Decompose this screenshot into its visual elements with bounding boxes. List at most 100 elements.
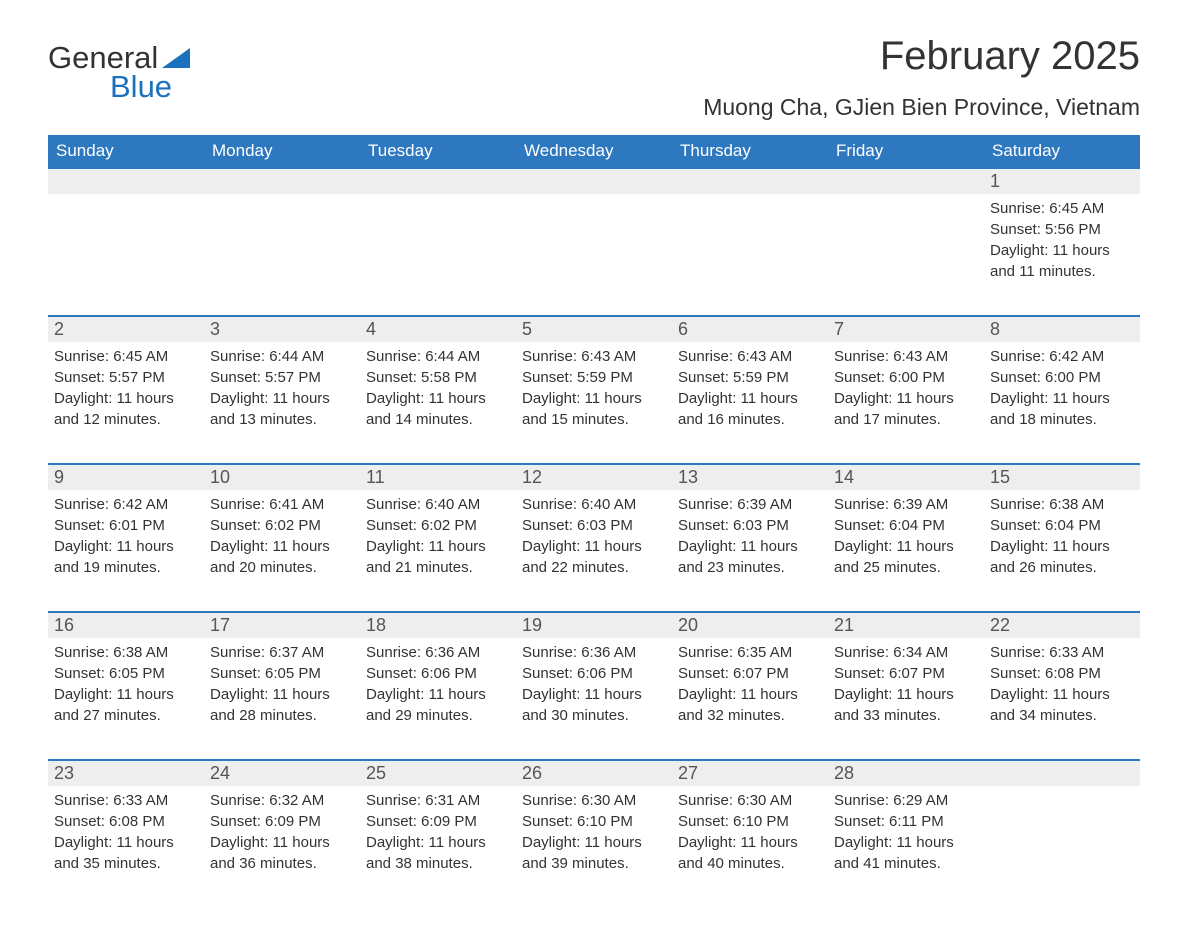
day-number-cell: 5 <box>516 316 672 342</box>
day-detail-line: Daylight: 11 hours <box>834 388 978 409</box>
day-detail-line: Sunrise: 6:37 AM <box>210 642 354 663</box>
calendar-daynum-row: 2345678 <box>48 316 1140 342</box>
empty-daynum-cell <box>48 168 204 194</box>
day-detail-line: and 32 minutes. <box>678 705 822 726</box>
day-number-cell: 16 <box>48 612 204 638</box>
day-details-cell: Sunrise: 6:43 AMSunset: 5:59 PMDaylight:… <box>516 342 672 450</box>
day-detail-line: Daylight: 11 hours <box>522 388 666 409</box>
day-detail-line: Daylight: 11 hours <box>990 240 1134 261</box>
day-detail-line: and 12 minutes. <box>54 409 198 430</box>
day-details-cell: Sunrise: 6:32 AMSunset: 6:09 PMDaylight:… <box>204 786 360 894</box>
day-number-cell: 2 <box>48 316 204 342</box>
calendar-daynum-row: 16171819202122 <box>48 612 1140 638</box>
day-number-cell: 7 <box>828 316 984 342</box>
day-detail-line: and 21 minutes. <box>366 557 510 578</box>
empty-daynum-cell <box>984 760 1140 786</box>
day-detail-line: Sunrise: 6:35 AM <box>678 642 822 663</box>
day-number-cell: 25 <box>360 760 516 786</box>
day-detail-line: Sunset: 5:56 PM <box>990 219 1134 240</box>
day-detail-line: Sunset: 5:59 PM <box>522 367 666 388</box>
day-details-cell: Sunrise: 6:42 AMSunset: 6:00 PMDaylight:… <box>984 342 1140 450</box>
page-subtitle: Muong Cha, GJien Bien Province, Vietnam <box>703 94 1140 121</box>
day-detail-line: and 22 minutes. <box>522 557 666 578</box>
day-detail-line: Sunset: 5:58 PM <box>366 367 510 388</box>
day-detail-line: Sunrise: 6:41 AM <box>210 494 354 515</box>
day-detail-line: Sunset: 6:06 PM <box>366 663 510 684</box>
day-number-cell: 14 <box>828 464 984 490</box>
day-detail-line: Sunset: 5:57 PM <box>210 367 354 388</box>
day-detail-line: Sunset: 6:08 PM <box>54 811 198 832</box>
day-detail-line: Daylight: 11 hours <box>54 832 198 853</box>
day-number-cell: 17 <box>204 612 360 638</box>
day-details-cell: Sunrise: 6:37 AMSunset: 6:05 PMDaylight:… <box>204 638 360 746</box>
day-details-cell: Sunrise: 6:33 AMSunset: 6:08 PMDaylight:… <box>48 786 204 894</box>
day-details-cell: Sunrise: 6:31 AMSunset: 6:09 PMDaylight:… <box>360 786 516 894</box>
day-number-cell: 13 <box>672 464 828 490</box>
day-detail-line: Daylight: 11 hours <box>366 684 510 705</box>
day-detail-line: and 15 minutes. <box>522 409 666 430</box>
calendar-details-row: Sunrise: 6:45 AMSunset: 5:57 PMDaylight:… <box>48 342 1140 450</box>
day-detail-line: Sunrise: 6:39 AM <box>678 494 822 515</box>
day-number-cell: 19 <box>516 612 672 638</box>
day-detail-line: Sunset: 6:10 PM <box>522 811 666 832</box>
empty-daynum-cell <box>516 168 672 194</box>
day-details-cell: Sunrise: 6:42 AMSunset: 6:01 PMDaylight:… <box>48 490 204 598</box>
day-detail-line: Sunrise: 6:40 AM <box>522 494 666 515</box>
empty-daynum-cell <box>360 168 516 194</box>
day-detail-line: and 19 minutes. <box>54 557 198 578</box>
day-number-cell: 4 <box>360 316 516 342</box>
day-detail-line: Sunset: 6:09 PM <box>210 811 354 832</box>
day-details-cell: Sunrise: 6:45 AMSunset: 5:56 PMDaylight:… <box>984 194 1140 302</box>
day-details-cell: Sunrise: 6:38 AMSunset: 6:04 PMDaylight:… <box>984 490 1140 598</box>
day-detail-line: Sunrise: 6:42 AM <box>990 346 1134 367</box>
day-detail-line: and 41 minutes. <box>834 853 978 874</box>
day-number-cell: 9 <box>48 464 204 490</box>
day-detail-line: and 14 minutes. <box>366 409 510 430</box>
day-detail-line: and 39 minutes. <box>522 853 666 874</box>
logo-text: General Blue <box>48 42 190 102</box>
day-detail-line: Sunrise: 6:36 AM <box>366 642 510 663</box>
day-detail-line: Sunset: 5:59 PM <box>678 367 822 388</box>
day-number-cell: 21 <box>828 612 984 638</box>
day-detail-line: Sunrise: 6:43 AM <box>678 346 822 367</box>
day-detail-line: Sunset: 6:06 PM <box>522 663 666 684</box>
day-detail-line: Sunset: 6:07 PM <box>834 663 978 684</box>
day-details-cell: Sunrise: 6:44 AMSunset: 5:57 PMDaylight:… <box>204 342 360 450</box>
day-detail-line: Daylight: 11 hours <box>678 536 822 557</box>
day-detail-line: Sunrise: 6:44 AM <box>366 346 510 367</box>
day-details-cell: Sunrise: 6:39 AMSunset: 6:04 PMDaylight:… <box>828 490 984 598</box>
day-number-cell: 10 <box>204 464 360 490</box>
day-number-cell: 8 <box>984 316 1140 342</box>
day-detail-line: Sunrise: 6:30 AM <box>522 790 666 811</box>
day-detail-line: Sunrise: 6:38 AM <box>990 494 1134 515</box>
day-number-cell: 20 <box>672 612 828 638</box>
day-number-cell: 23 <box>48 760 204 786</box>
day-detail-line: Sunrise: 6:34 AM <box>834 642 978 663</box>
empty-details-cell <box>48 194 204 302</box>
day-detail-line: Sunset: 6:03 PM <box>522 515 666 536</box>
day-details-cell: Sunrise: 6:40 AMSunset: 6:02 PMDaylight:… <box>360 490 516 598</box>
day-detail-line: Sunset: 6:01 PM <box>54 515 198 536</box>
empty-daynum-cell <box>672 168 828 194</box>
calendar-header-cell: Sunday <box>48 135 204 168</box>
header-row: General Blue February 2025 Muong Cha, GJ… <box>48 36 1140 121</box>
calendar-daynum-row: 232425262728 <box>48 760 1140 786</box>
day-details-cell: Sunrise: 6:34 AMSunset: 6:07 PMDaylight:… <box>828 638 984 746</box>
day-details-cell: Sunrise: 6:30 AMSunset: 6:10 PMDaylight:… <box>672 786 828 894</box>
day-detail-line: and 16 minutes. <box>678 409 822 430</box>
day-detail-line: and 28 minutes. <box>210 705 354 726</box>
day-detail-line: Daylight: 11 hours <box>678 388 822 409</box>
calendar-table: SundayMondayTuesdayWednesdayThursdayFrid… <box>48 135 1140 894</box>
day-number-cell: 18 <box>360 612 516 638</box>
day-number-cell: 3 <box>204 316 360 342</box>
day-detail-line: Sunset: 6:00 PM <box>834 367 978 388</box>
empty-details-cell <box>984 786 1140 894</box>
day-detail-line: and 33 minutes. <box>834 705 978 726</box>
day-detail-line: and 13 minutes. <box>210 409 354 430</box>
day-detail-line: and 35 minutes. <box>54 853 198 874</box>
day-detail-line: Sunset: 6:08 PM <box>990 663 1134 684</box>
day-number-cell: 26 <box>516 760 672 786</box>
day-detail-line: Daylight: 11 hours <box>834 684 978 705</box>
day-detail-line: and 17 minutes. <box>834 409 978 430</box>
day-detail-line: Sunset: 6:10 PM <box>678 811 822 832</box>
